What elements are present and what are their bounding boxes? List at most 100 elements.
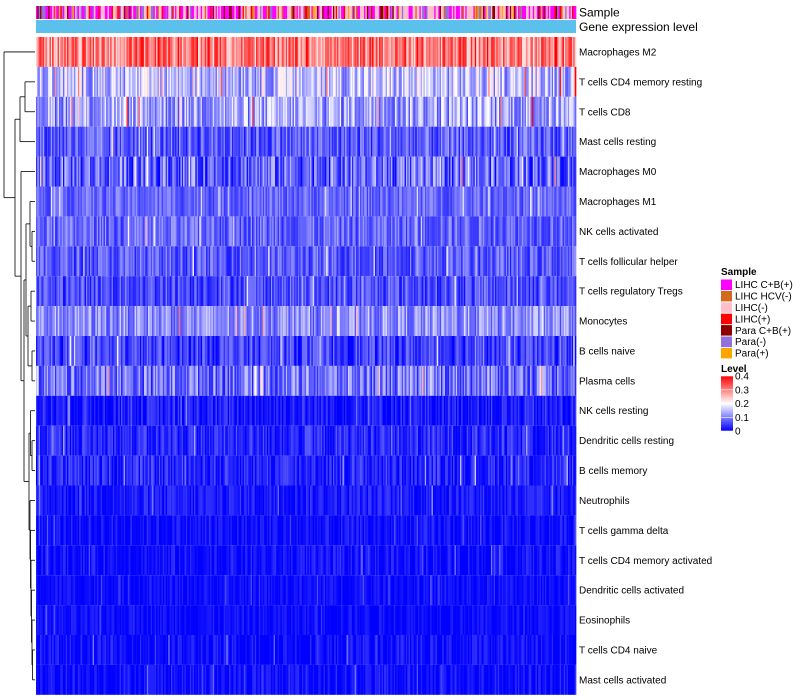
- sample-annotation-cell: [218, 6, 220, 19]
- heatmap-cell: [395, 66, 397, 97]
- sample-annotation-cell: [63, 6, 65, 19]
- heatmap-cell: [427, 66, 430, 97]
- sample-annotation-cell: [470, 6, 473, 19]
- heatmap-cell: [138, 96, 141, 127]
- sample-annotation-cell: [496, 6, 499, 19]
- sample-annotation-cell: [517, 6, 520, 19]
- sample-annotation-cell: [258, 6, 261, 19]
- heatmap-cell: [312, 37, 315, 67]
- heatmap-cell: [284, 37, 287, 67]
- sample-annotation-cell: [450, 6, 453, 19]
- heatmap-cell: [108, 96, 111, 127]
- sample-annotation-cell: [285, 6, 288, 19]
- heatmap-cell: [204, 96, 207, 127]
- heatmap-cell: [56, 37, 58, 67]
- heatmap-cell: [133, 66, 135, 97]
- heatmap-cell: [250, 66, 253, 97]
- heatmap-cell: [542, 66, 544, 97]
- heatmap-cell: [374, 37, 377, 67]
- heatmap-cell: [573, 66, 575, 97]
- heatmap-cell: [83, 96, 85, 127]
- heatmap-cell: [292, 37, 295, 67]
- heatmap-row: [36, 96, 577, 127]
- heatmap-cell: [530, 66, 532, 97]
- heatmap-cell: [231, 66, 234, 97]
- sample-annotation-cell: [83, 6, 85, 19]
- heatmap-cell: [414, 37, 416, 67]
- heatmap-cell: [88, 96, 91, 127]
- heatmap-cell: [396, 96, 399, 127]
- heatmap-cell: [168, 96, 170, 127]
- heatmap-cell: [409, 66, 412, 97]
- heatmap-cell: [63, 66, 65, 97]
- sample-annotation-cell: [119, 6, 122, 19]
- heatmap-cell: [148, 37, 150, 67]
- sample-annotation-cell: [148, 6, 150, 19]
- sample-annotation-cell: [543, 6, 546, 19]
- sample-annotation-cell: [247, 6, 250, 19]
- heatmap-cell: [361, 37, 364, 67]
- sample-annotation-cell: [404, 6, 407, 19]
- heatmap-cell: [58, 66, 61, 97]
- heatmap-cell: [574, 306, 577, 336]
- heatmap-cell: [443, 37, 446, 67]
- heatmap-cell: [72, 66, 75, 97]
- sample-annotation-cell: [204, 6, 207, 19]
- heatmap-cell: [574, 126, 577, 157]
- heatmap-cell: [438, 37, 440, 67]
- sample-annotation-cell: [369, 6, 372, 19]
- sample-annotation-cell: [385, 6, 388, 19]
- heatmap-cell: [358, 66, 361, 97]
- heatmap-cell: [125, 96, 127, 127]
- heatmap-cell: [362, 37, 365, 67]
- sample-annotation-cell: [129, 6, 131, 19]
- sample-annotation-cell: [443, 6, 446, 19]
- sample-annotation-cell: [535, 6, 538, 19]
- heatmap-cell: [319, 96, 322, 127]
- heatmap-cell: [291, 66, 293, 97]
- heatmap-cell: [327, 96, 330, 127]
- heatmap-cell: [119, 66, 122, 97]
- sample-annotation-cell: [473, 6, 476, 19]
- heatmap-cell: [71, 96, 73, 127]
- heatmap-cell: [493, 66, 496, 97]
- sample-annotation-cell: [96, 6, 99, 19]
- heatmap-cell: [166, 37, 169, 67]
- heatmap-cell: [538, 37, 540, 67]
- sample-annotation-cell: [405, 6, 408, 19]
- sample-annotation-cell: [387, 6, 389, 19]
- heatmap-cell: [339, 96, 342, 127]
- sample-annotation-cell: [565, 6, 567, 19]
- sample-annotation-cell: [110, 6, 112, 19]
- heatmap-cell: [71, 37, 73, 67]
- heatmap-cell: [114, 66, 116, 97]
- sample-annotation-cell: [520, 6, 523, 19]
- heatmap-cell: [362, 66, 365, 97]
- heatmap-cell: [342, 66, 345, 97]
- sample-annotation-cell: [449, 6, 451, 19]
- heatmap-cell: [102, 37, 104, 67]
- heatmap-cell: [513, 37, 516, 67]
- heatmap-cell: [183, 37, 185, 67]
- heatmap-cell: [301, 96, 304, 127]
- sample-annotation-cell: [497, 6, 500, 19]
- heatmap-cell: [256, 66, 258, 97]
- heatmap-cell: [173, 66, 176, 97]
- heatmap-cell: [482, 66, 485, 97]
- heatmap-cell: [327, 66, 330, 97]
- heatmap-cell: [166, 66, 169, 97]
- heatmap-cell: [465, 37, 467, 67]
- heatmap-cell: [316, 66, 319, 97]
- heatmap-cell: [222, 37, 224, 67]
- heatmap-cell: [306, 37, 308, 67]
- heatmap-cell: [327, 37, 330, 67]
- heatmap-cell: [96, 37, 99, 67]
- sample-annotation-cell: [523, 6, 526, 19]
- sample-annotation-cell: [191, 6, 193, 19]
- heatmap-cell: [234, 37, 237, 67]
- heatmap-cell: [198, 66, 200, 97]
- heatmap-cell: [488, 37, 490, 67]
- heatmap-cell: [323, 37, 326, 67]
- heatmap-cell: [287, 37, 289, 67]
- heatmap-cell: [98, 96, 100, 127]
